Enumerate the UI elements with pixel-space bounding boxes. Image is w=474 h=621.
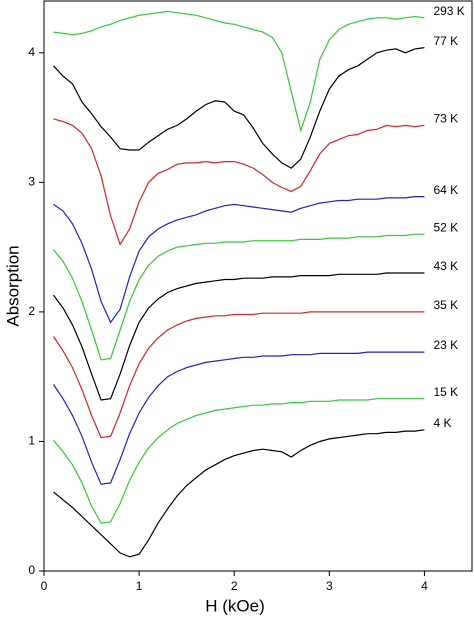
series-line — [53, 272, 425, 401]
series-label: 43 K — [433, 259, 458, 273]
series-line — [53, 47, 425, 169]
x-tick-label: 2 — [231, 579, 238, 593]
series-line — [53, 233, 425, 361]
plot-frame — [43, 0, 473, 572]
series-label: 4 K — [433, 416, 451, 430]
y-tick-label: 0 — [28, 563, 35, 577]
y-axis-title: Absorption — [3, 245, 22, 326]
series-label: 23 K — [433, 338, 458, 352]
x-axis-title: H (kOe) — [205, 596, 265, 615]
series-line — [53, 398, 425, 524]
series-line — [53, 196, 425, 324]
series-line — [53, 118, 425, 246]
series-label: 15 K — [433, 385, 458, 399]
series-label: 64 K — [433, 183, 458, 197]
y-tick-label: 3 — [28, 175, 35, 189]
series-label: 77 K — [433, 34, 458, 48]
series-line — [53, 311, 425, 439]
y-tick-label: 4 — [28, 45, 35, 59]
series-label: 293 K — [433, 4, 464, 18]
y-tick-label: 1 — [28, 434, 35, 448]
series-line — [53, 429, 425, 558]
series-label: 73 K — [433, 112, 458, 126]
series-line — [53, 351, 425, 485]
series-line — [53, 10, 425, 133]
x-tick-label: 1 — [136, 579, 143, 593]
series-label: 35 K — [433, 298, 458, 312]
x-tick-label: 0 — [41, 579, 48, 593]
x-tick-label: 4 — [421, 579, 428, 593]
x-tick-label: 3 — [326, 579, 333, 593]
series-label: 52 K — [433, 220, 458, 234]
y-tick-label: 2 — [28, 304, 35, 318]
